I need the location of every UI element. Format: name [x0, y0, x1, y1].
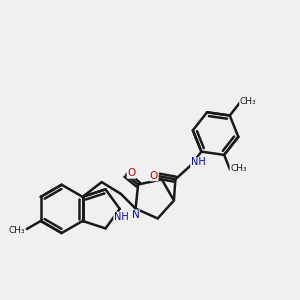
Text: NH: NH — [191, 158, 206, 167]
Text: N: N — [132, 210, 140, 220]
Text: CH₃: CH₃ — [8, 226, 25, 235]
Text: O: O — [150, 171, 158, 181]
Text: O: O — [127, 168, 136, 178]
Text: NH: NH — [114, 212, 129, 222]
Text: CH₃: CH₃ — [230, 164, 247, 173]
Text: CH₃: CH₃ — [240, 97, 256, 106]
